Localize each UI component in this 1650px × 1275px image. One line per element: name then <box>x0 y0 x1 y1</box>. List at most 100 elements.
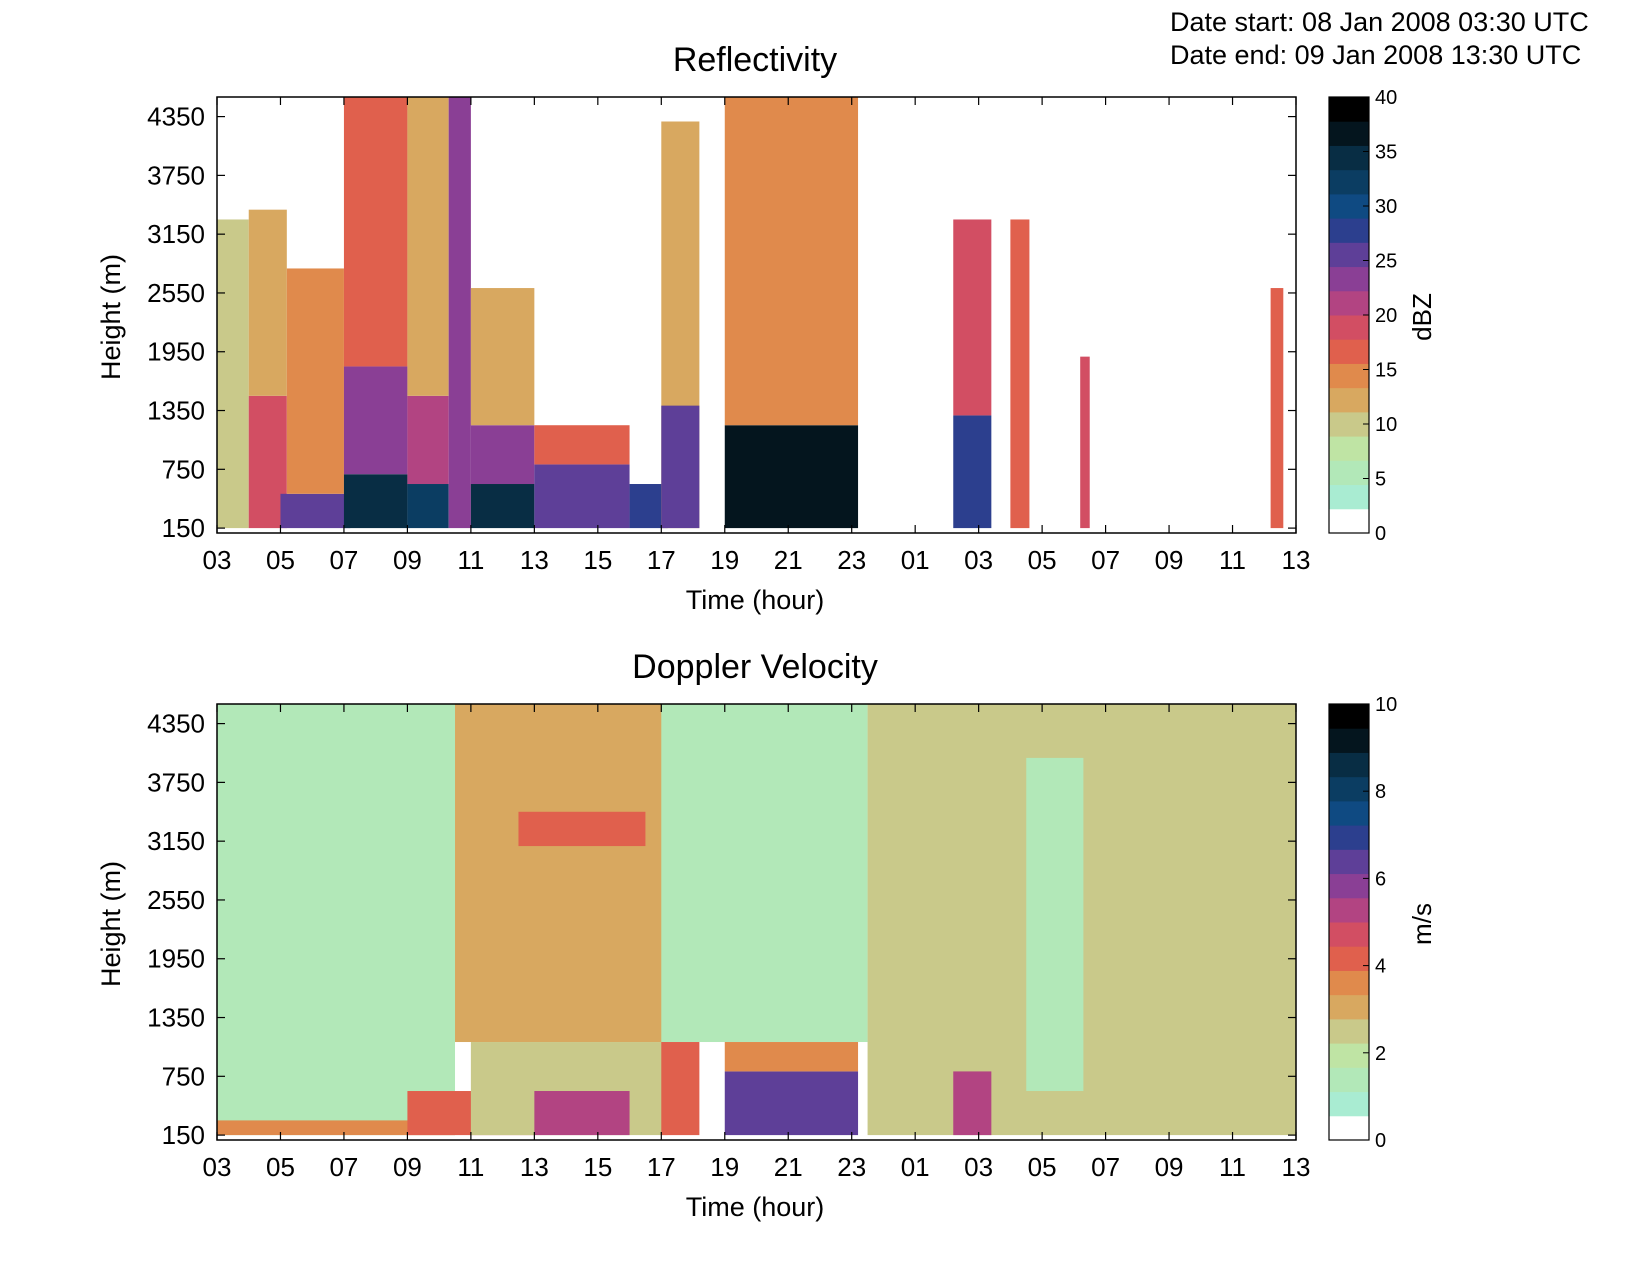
colorbar-swatch <box>1329 339 1369 364</box>
colorbar-swatch <box>1329 242 1369 268</box>
heatmap-cell <box>953 415 992 529</box>
x-tick-label: 05 <box>1028 545 1057 575</box>
y-tick-label: 1350 <box>147 1003 205 1033</box>
y-tick-label: 150 <box>162 513 205 543</box>
colorbar-swatch <box>1329 1091 1369 1117</box>
x-tick-label: 03 <box>964 1152 993 1182</box>
heatmap-cell <box>343 366 408 475</box>
colorbar-tick-label: 2 <box>1375 1043 1386 1065</box>
colorbar-swatch <box>1329 970 1369 996</box>
colorbar-swatch <box>1329 1043 1369 1068</box>
heatmap-cell <box>343 97 408 367</box>
x-tick-label: 19 <box>710 545 739 575</box>
reflectivity-y-ticks: 150 750 1350 1950 2550 3150 3750 4350 <box>147 102 1296 543</box>
doppler-x-label: Time (hour) <box>686 1192 825 1222</box>
date-end: Date end: 09 Jan 2008 13:30 UTC <box>1170 40 1581 70</box>
colorbar-frame <box>1328 703 1370 1141</box>
colorbar-tick-label: 0 <box>1375 523 1386 545</box>
colorbar-swatch <box>1329 1018 1369 1044</box>
heatmap-cell <box>518 811 646 847</box>
heatmap-cell <box>534 425 630 465</box>
colorbar-swatch <box>1329 704 1369 729</box>
x-tick-label: 07 <box>1091 1152 1120 1182</box>
colorbar-tick-label: 10 <box>1375 694 1397 716</box>
x-tick-label: 03 <box>203 545 232 575</box>
x-tick-label: 07 <box>329 1152 358 1182</box>
doppler-y-ticks: 150 750 1350 1950 2550 3150 3750 4350 <box>147 709 1296 1150</box>
heatmap-cell <box>217 219 249 529</box>
colorbar-tick-label: 40 <box>1375 87 1397 109</box>
reflectivity-y-label: Height (m) <box>96 254 126 380</box>
x-tick-label: 01 <box>901 545 930 575</box>
x-tick-label: 11 <box>457 1152 484 1182</box>
colorbar-tick-label: 4 <box>1375 956 1386 978</box>
x-tick-label: 13 <box>1282 545 1311 575</box>
heatmap-cell <box>448 97 471 529</box>
colorbar-swatch <box>1329 169 1369 195</box>
reflectivity-panel: Reflectivity 150750135019502550315037504… <box>96 41 1437 615</box>
doppler-title: Doppler Velocity <box>632 648 878 686</box>
colorbar-swatch <box>1329 97 1369 122</box>
doppler-colorbar: 0 2 4 6 8 10 <box>1328 694 1397 1152</box>
reflectivity-title: Reflectivity <box>673 41 837 79</box>
colorbar-swatch <box>1329 387 1369 413</box>
heatmap-cell <box>1010 219 1030 529</box>
y-tick-label: 3150 <box>147 826 205 856</box>
y-tick-label: 3750 <box>147 767 205 797</box>
colorbar-swatch <box>1329 873 1369 899</box>
colorbar-swatch <box>1329 922 1369 947</box>
y-tick-label: 4350 <box>147 102 205 132</box>
colorbar-swatch <box>1329 946 1369 971</box>
colorbar-swatch <box>1329 1067 1369 1093</box>
x-tick-label: 01 <box>901 1152 930 1182</box>
x-tick-label: 07 <box>329 545 358 575</box>
y-tick-label: 750 <box>162 1061 205 1091</box>
heatmap-cell <box>217 704 456 1136</box>
colorbar-tick-label: 15 <box>1375 360 1397 382</box>
heatmap-cell <box>953 1071 992 1136</box>
heatmap-cell <box>1026 757 1084 1092</box>
colorbar-swatch <box>1329 290 1369 316</box>
x-tick-label: 09 <box>1155 1152 1184 1182</box>
x-tick-label: 05 <box>266 545 295 575</box>
heatmap-cell <box>286 268 344 494</box>
heatmap-cell <box>407 97 449 396</box>
colorbar-tick-label: 20 <box>1375 305 1397 327</box>
date-start: Date start: 08 Jan 2008 03:30 UTC <box>1170 7 1589 37</box>
colorbar-tick-label: 0 <box>1375 1130 1386 1152</box>
doppler-panel: Doppler Velocity 15075013501950255031503… <box>96 648 1437 1222</box>
colorbar-tick-label: 35 <box>1375 142 1397 164</box>
y-tick-label: 3750 <box>147 160 205 190</box>
heatmap-cell <box>248 209 287 396</box>
x-tick-label: 19 <box>710 1152 739 1182</box>
heatmap-cell <box>534 464 630 529</box>
x-tick-label: 21 <box>774 545 803 575</box>
colorbar-swatch <box>1329 897 1369 923</box>
x-tick-label: 11 <box>1219 1152 1246 1182</box>
doppler-plot-cells <box>217 704 1296 1136</box>
heatmap-cell <box>407 395 449 485</box>
y-tick-label: 750 <box>162 454 205 484</box>
heatmap-cell <box>470 484 535 529</box>
x-tick-label: 23 <box>837 545 866 575</box>
x-tick-label: 13 <box>1282 1152 1311 1182</box>
colorbar-tick-label: 6 <box>1375 868 1386 890</box>
heatmap-cell <box>724 1042 859 1072</box>
heatmap-cell <box>407 484 449 529</box>
heatmap-cell <box>217 1120 456 1136</box>
x-tick-label: 17 <box>647 545 676 575</box>
colorbar-tick-label: 8 <box>1375 781 1386 803</box>
reflectivity-plot-cells <box>217 97 1284 529</box>
doppler-x-ticks: 03 05 07 09 11 13 15 17 19 21 23 01 03 05 07 09 11 13 <box>203 704 1311 1182</box>
colorbar-swatch <box>1329 994 1369 1020</box>
x-tick-label: 11 <box>457 545 484 575</box>
heatmap-cell <box>470 425 535 485</box>
y-tick-label: 1950 <box>147 944 205 974</box>
x-tick-label: 11 <box>1219 545 1246 575</box>
y-tick-label: 3150 <box>147 219 205 249</box>
reflectivity-colorbar-label: dBZ <box>1407 293 1437 341</box>
colorbar-swatch <box>1329 508 1369 534</box>
colorbar-swatch <box>1329 1115 1369 1141</box>
y-tick-label: 1350 <box>147 396 205 426</box>
